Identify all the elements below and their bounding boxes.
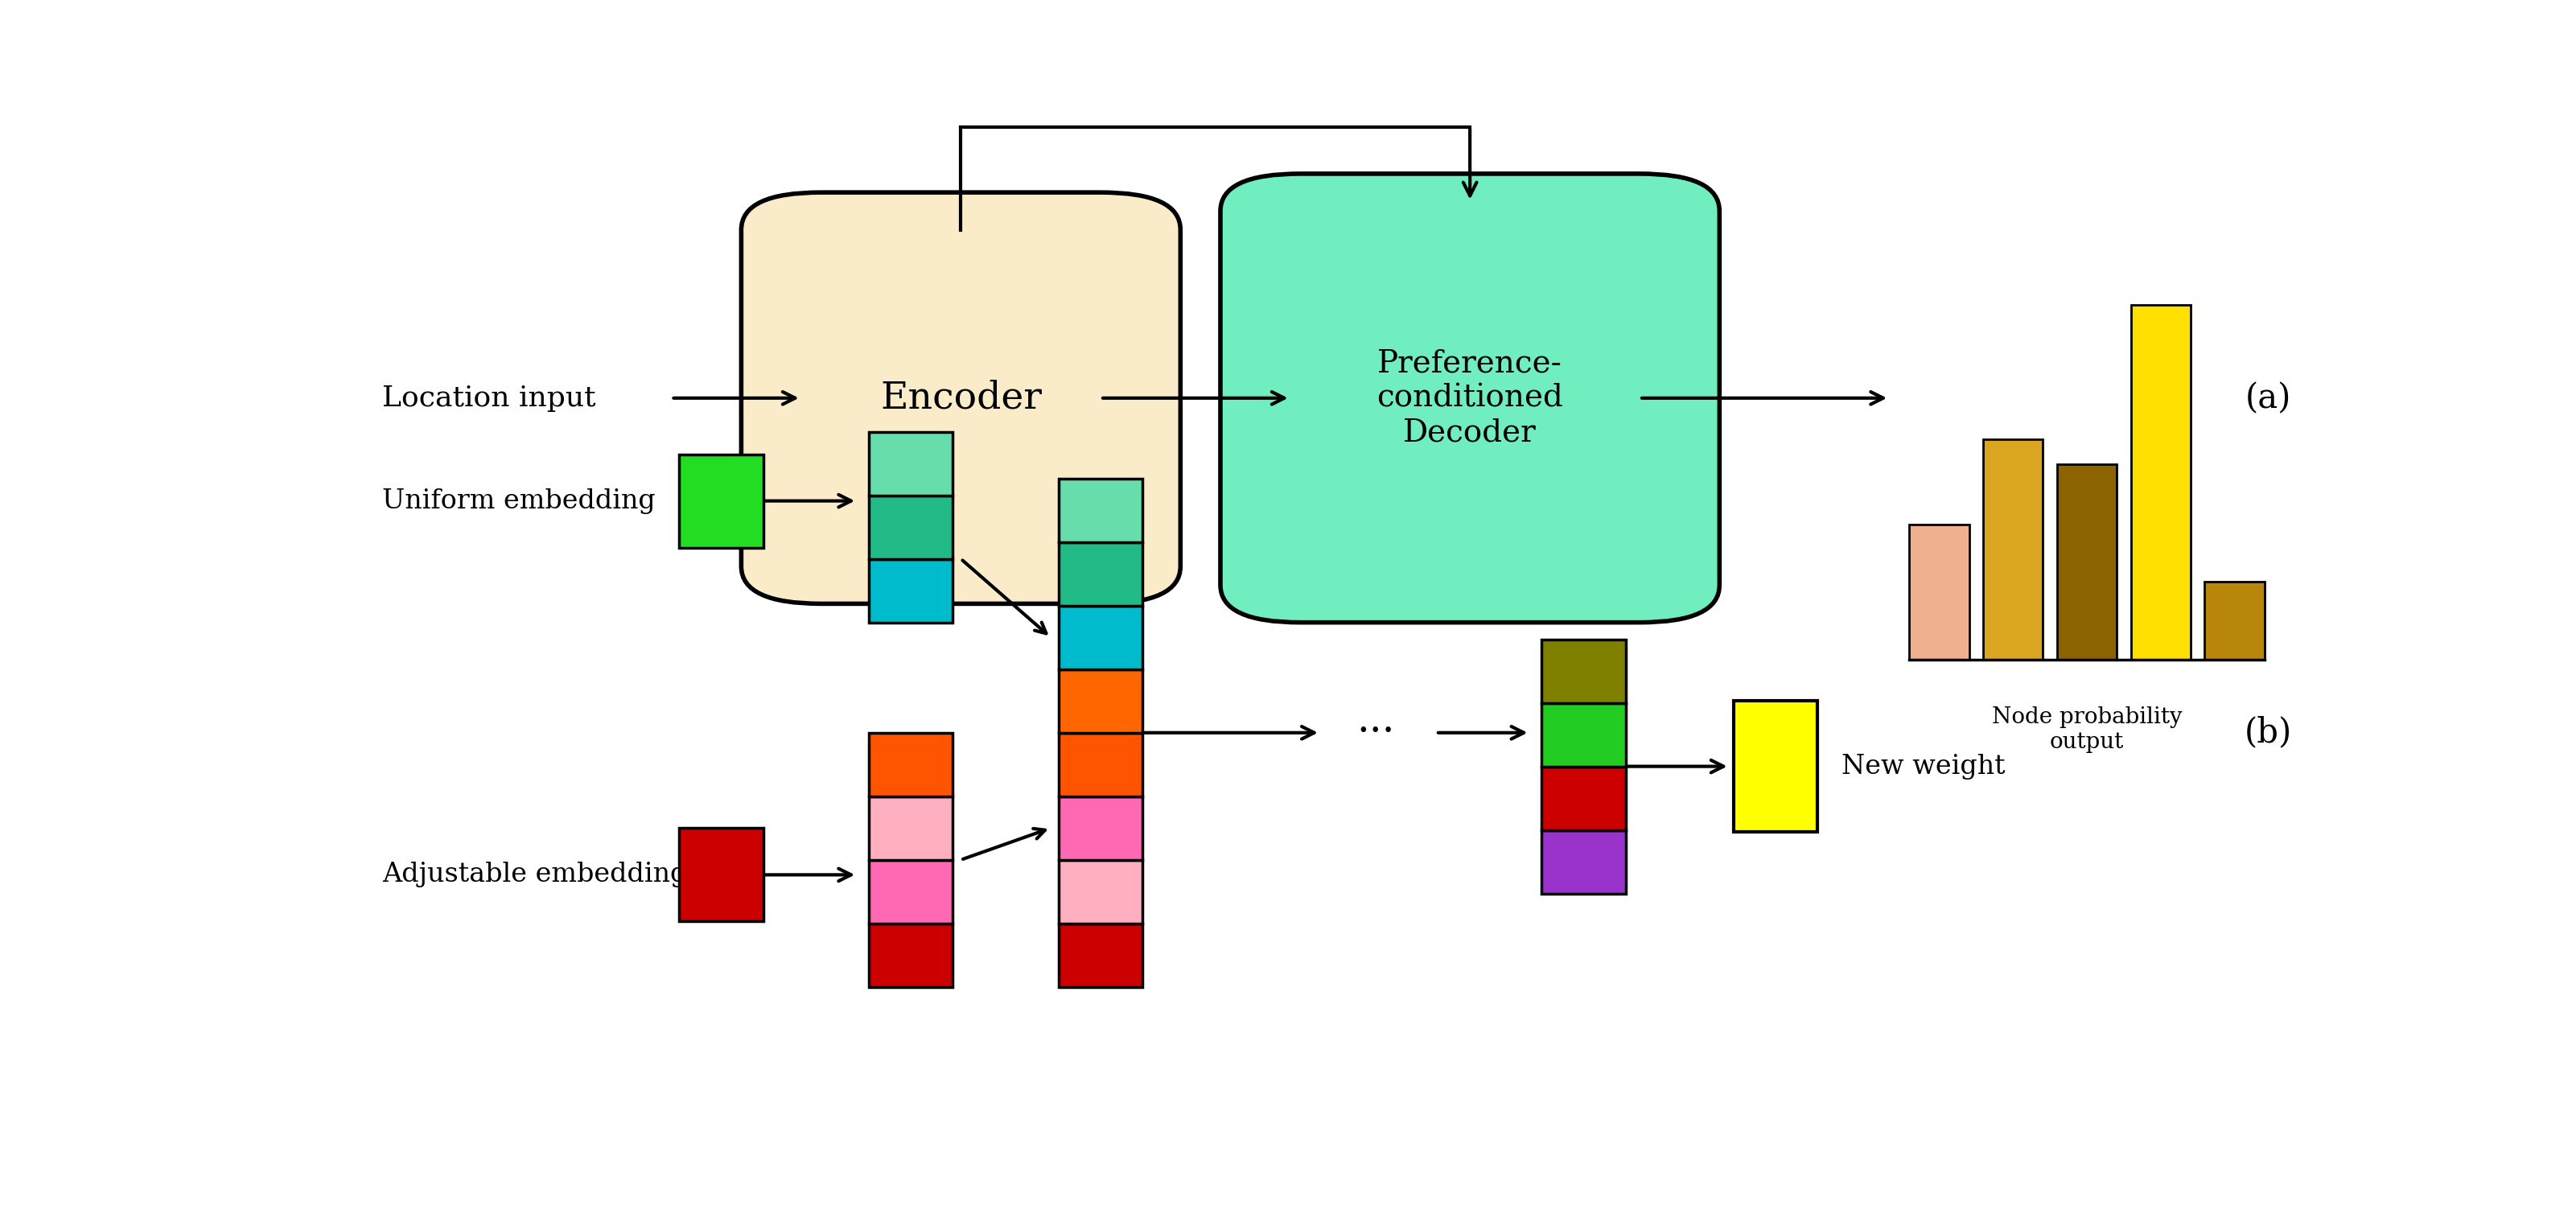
FancyBboxPatch shape — [1221, 174, 1721, 623]
Bar — [1059, 924, 1144, 987]
Bar — [868, 558, 953, 623]
Text: Preference-
conditioned
Decoder: Preference- conditioned Decoder — [1376, 348, 1564, 448]
Bar — [2130, 305, 2190, 660]
Text: Location input: Location input — [381, 385, 595, 412]
Bar — [1059, 733, 1144, 796]
Text: (a): (a) — [2246, 381, 2293, 415]
Text: Adjustable embedding: Adjustable embedding — [381, 862, 688, 887]
Bar — [1543, 703, 1625, 766]
Bar — [1543, 766, 1625, 830]
Bar — [1984, 439, 2043, 660]
Bar — [868, 924, 953, 987]
Bar — [1734, 700, 1816, 832]
Bar — [868, 432, 953, 495]
Bar — [2205, 582, 2264, 660]
Bar — [1543, 830, 1625, 894]
Bar — [868, 733, 953, 796]
Text: Uniform embedding: Uniform embedding — [381, 488, 654, 514]
Bar — [1543, 640, 1625, 703]
Bar — [1909, 524, 1968, 660]
Text: Node probability
output: Node probability output — [1991, 707, 2182, 754]
Text: Encoder: Encoder — [881, 380, 1041, 416]
Bar — [868, 796, 953, 860]
Bar — [1059, 669, 1144, 733]
Text: ···: ··· — [1358, 713, 1396, 753]
Bar — [680, 828, 762, 921]
Bar — [1059, 541, 1144, 606]
Bar — [1059, 860, 1144, 924]
Bar — [1059, 478, 1144, 541]
Text: New weight: New weight — [1842, 754, 2004, 779]
Bar — [868, 860, 953, 924]
Text: (b): (b) — [2244, 716, 2293, 749]
Bar — [1059, 606, 1144, 669]
Bar — [868, 495, 953, 558]
Bar — [2056, 465, 2117, 660]
FancyBboxPatch shape — [742, 192, 1180, 603]
Bar — [1059, 796, 1144, 860]
Bar — [680, 454, 762, 548]
